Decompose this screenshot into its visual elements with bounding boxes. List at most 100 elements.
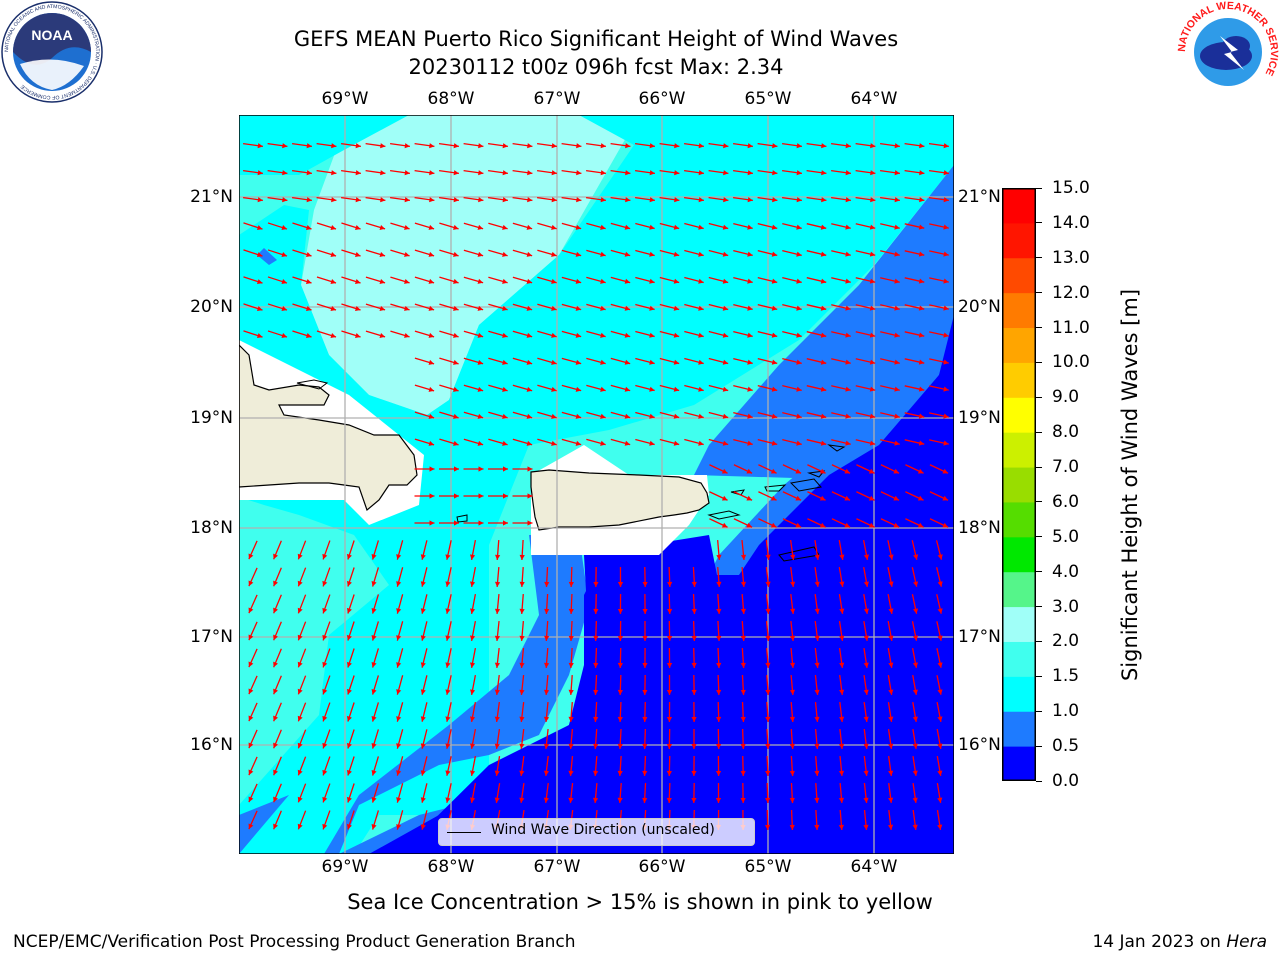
wave-arrow-head	[617, 770, 623, 776]
wave-arrow-head	[593, 770, 599, 776]
wave-arrow-head	[477, 413, 484, 419]
wave-arrow-head	[838, 743, 845, 749]
lon-tick-label: 65°W	[744, 89, 792, 109]
wave-arrow-head	[789, 824, 795, 830]
wave-arrow-head	[297, 796, 303, 803]
wave-arrow-head	[624, 359, 631, 365]
wave-arrow-head	[568, 635, 574, 641]
colorbar-tick-mark	[1036, 745, 1042, 747]
wave-arrow-head	[346, 742, 352, 749]
wave-arrow-head	[494, 716, 500, 722]
wave-arrow-head	[503, 520, 508, 526]
legend-label: Wind Wave Direction (unscaled)	[491, 822, 715, 838]
wave-arrow-head	[453, 386, 459, 392]
wave-arrow-head	[600, 305, 606, 311]
wave-arrow-head	[568, 608, 574, 614]
wave-arrow-head	[740, 743, 746, 749]
wave-arrow-head	[942, 522, 949, 528]
wave-arrow-head	[839, 635, 845, 641]
wave-arrow-head	[256, 306, 263, 312]
nws-logo: NATIONAL WEATHER SERVICE	[1176, 0, 1280, 102]
wave-arrow-head	[772, 170, 778, 176]
wave-arrow-head	[649, 332, 655, 338]
wave-arrow-head	[429, 466, 435, 472]
wave-arrow-head	[723, 197, 729, 203]
wave-arrow-head	[331, 143, 337, 149]
wave-arrow-head	[502, 440, 508, 446]
wave-arrow-head	[888, 797, 894, 803]
wave-arrow-head	[624, 332, 631, 338]
wave-arrow-head	[445, 581, 451, 587]
wave-arrow-head	[273, 607, 278, 614]
wave-arrow-head	[820, 278, 827, 284]
wave-arrow-head	[445, 716, 451, 722]
wave-arrow-head	[273, 769, 278, 776]
wave-arrow-head	[404, 251, 410, 257]
wave-arrow-head	[248, 607, 254, 614]
wave-arrow-head	[477, 251, 484, 257]
colorbar-segment	[1002, 536, 1036, 573]
wave-arrow-head	[673, 413, 680, 419]
wave-arrow-head	[396, 635, 402, 641]
wave-arrow-head	[673, 386, 680, 392]
wave-arrow-head	[445, 554, 451, 560]
wave-arrow-head	[740, 554, 747, 560]
colorbar-segment	[1002, 501, 1036, 538]
wave-arrow-head	[765, 635, 771, 641]
wave-arrow-head	[502, 413, 508, 419]
wave-arrow-head	[691, 662, 697, 668]
wave-arrow-head	[551, 170, 557, 176]
colorbar-tick-mark	[1036, 292, 1042, 294]
colorbar-tick-mark	[1036, 396, 1042, 398]
wave-arrow-head	[593, 635, 599, 641]
wave-arrow-head	[765, 770, 771, 776]
wave-arrow-head	[937, 635, 943, 641]
wave-arrow-head	[428, 305, 435, 311]
wave-arrow-head	[912, 743, 918, 749]
wave-arrow-head	[820, 305, 827, 311]
wave-arrow-head	[894, 386, 900, 392]
wave-arrow-head	[912, 770, 918, 776]
wave-arrow-head	[477, 305, 484, 311]
wave-arrow-head	[600, 440, 606, 446]
wave-arrow-head	[747, 170, 753, 176]
colorbar-tick-mark	[1036, 187, 1042, 189]
wave-arrow-head	[721, 495, 728, 501]
wave-arrow-head	[322, 742, 328, 749]
wave-arrow-head	[600, 413, 606, 419]
wave-arrow-head	[839, 689, 845, 695]
wave-arrow-head	[379, 251, 386, 257]
wave-arrow-head	[527, 520, 533, 526]
wave-arrow-head	[322, 769, 328, 776]
wave-arrow-head	[869, 413, 876, 419]
wave-arrow-head	[551, 332, 557, 338]
colorbar-segment	[1002, 746, 1036, 781]
lon-tick-label: 67°W	[533, 857, 581, 877]
wave-arrow-head	[838, 770, 845, 776]
wave-arrow-head	[379, 278, 386, 284]
colorbar-tick-label: 11.0	[1052, 317, 1090, 338]
wave-arrow-head	[789, 716, 795, 722]
wave-arrow-head	[273, 688, 278, 695]
wave-arrow-head	[494, 608, 501, 614]
wave-arrow-head	[747, 278, 753, 284]
wave-arrow-head	[937, 689, 943, 695]
wave-arrow-head	[331, 197, 337, 203]
wave-arrow-head	[796, 359, 802, 365]
wave-arrow-head	[888, 554, 894, 560]
wave-arrow-head	[297, 661, 303, 668]
wave-arrow-head	[617, 608, 624, 614]
colorbar-segment	[1002, 641, 1036, 677]
wave-arrow-head	[937, 824, 943, 830]
wave-arrow-head	[404, 197, 410, 203]
wave-arrow-head	[371, 716, 377, 722]
wave-arrow-head	[740, 608, 747, 614]
colorbar-tick-mark	[1036, 361, 1042, 363]
wave-arrow-head	[789, 770, 795, 776]
wave-arrow-head	[453, 305, 459, 311]
wave-arrow-head	[617, 689, 623, 695]
noaa-logo-text: NOAA	[31, 27, 72, 43]
wave-arrow-head	[346, 823, 352, 830]
wave-arrow-head	[305, 306, 312, 311]
wave-arrow-head	[747, 359, 753, 365]
